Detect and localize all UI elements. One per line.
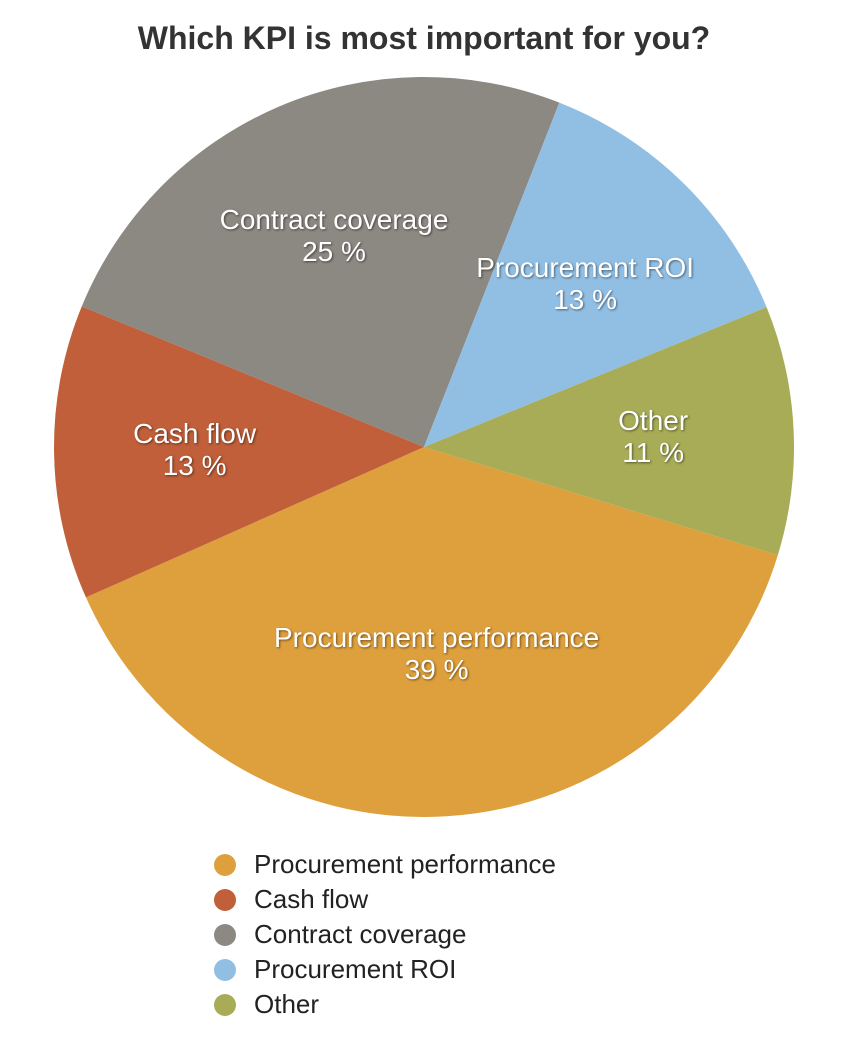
- legend-swatch: [214, 889, 236, 911]
- legend-swatch: [214, 924, 236, 946]
- pie-svg: [54, 77, 794, 817]
- legend-label: Procurement performance: [254, 847, 556, 882]
- legend: Procurement performanceCash flowContract…: [214, 847, 634, 1022]
- legend-swatch: [214, 959, 236, 981]
- legend-label: Procurement ROI: [254, 952, 456, 987]
- legend-item: Procurement performance: [214, 847, 634, 882]
- legend-swatch: [214, 994, 236, 1016]
- legend-item: Procurement ROI: [214, 952, 634, 987]
- pie-chart: Procurement performance39 %Cash flow13 %…: [54, 77, 794, 817]
- chart-title: Which KPI is most important for you?: [0, 20, 848, 57]
- legend-item: Other: [214, 987, 634, 1022]
- legend-item: Contract coverage: [214, 917, 634, 952]
- chart-container: Which KPI is most important for you? Pro…: [0, 0, 848, 1022]
- legend-label: Cash flow: [254, 882, 368, 917]
- legend-label: Other: [254, 987, 319, 1022]
- legend-label: Contract coverage: [254, 917, 466, 952]
- legend-item: Cash flow: [214, 882, 634, 917]
- legend-swatch: [214, 854, 236, 876]
